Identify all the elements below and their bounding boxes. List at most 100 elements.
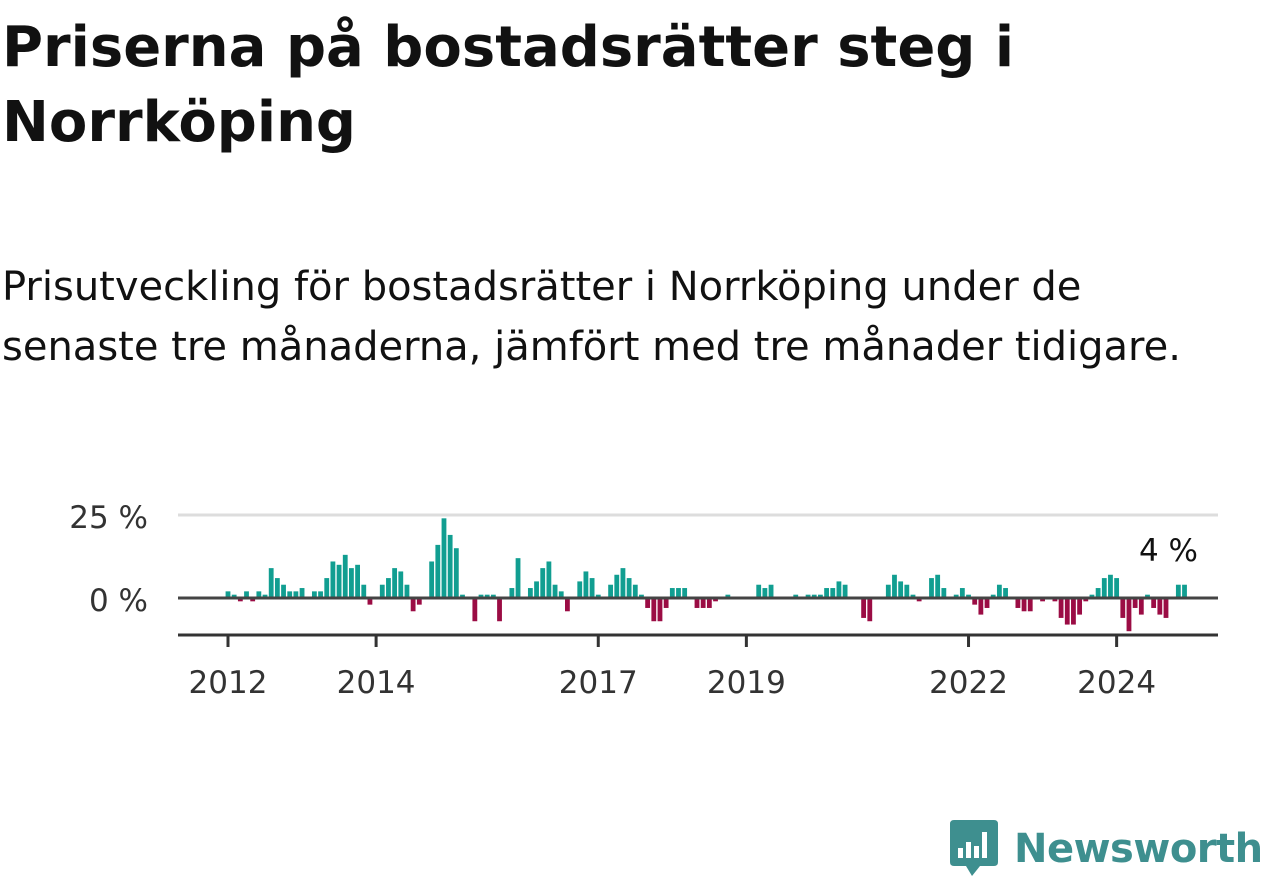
newsworthy-logo: Newsworthy [948,818,1262,880]
bar [311,591,317,598]
bar [367,598,373,605]
bar [299,588,305,598]
bar [1052,598,1058,602]
bar [885,584,891,598]
bar [725,594,731,598]
bar [1071,598,1076,625]
bar [1040,598,1045,602]
bar-chart: 25 % 0 % 2012 2014 2017 2019 2022 2024 4 % [69,500,1218,701]
bar [287,591,293,598]
bar [589,578,595,598]
bar [527,588,533,598]
bar [1108,574,1113,598]
bar [706,598,712,608]
bar [1095,588,1101,598]
bar [811,594,817,598]
x-tick-label: 2019 [707,665,786,701]
bar [398,571,404,598]
bar [1064,598,1070,625]
bar [959,588,965,598]
bar [935,574,941,598]
bar [824,588,829,598]
bar [694,598,700,608]
bar [904,584,910,598]
bar [805,594,811,598]
bar [657,598,663,622]
bar [453,548,459,598]
chart-title: Priserna på bostadsrätter steg i Norrköp… [2,15,1015,155]
bar [861,598,867,618]
bar [293,591,299,598]
bar [818,594,823,598]
bar [1058,598,1064,618]
bars-group [225,518,1187,632]
bar [984,598,990,608]
bar [460,594,465,598]
bar [626,578,632,598]
x-tick-label: 2014 [337,665,416,701]
logo-text: Newsworthy [1014,826,1262,872]
bar [540,568,546,598]
bar [663,598,669,608]
bar [435,544,441,598]
bar [669,588,675,598]
bar [595,594,601,598]
bar [1077,598,1083,615]
bar [244,591,249,598]
bar [713,598,718,602]
bar [392,568,398,598]
y-tick-label-25: 25 % [69,500,148,536]
bar [361,584,367,598]
bar [441,518,447,598]
bar [349,568,354,598]
bar [225,591,231,598]
bar [509,588,515,598]
bar [546,561,552,598]
bar [324,578,330,598]
bar [250,598,256,602]
bar [682,588,688,598]
bar [1138,598,1144,615]
bar [268,568,274,598]
bar [1114,578,1120,598]
bar [916,598,922,602]
bar [793,594,799,598]
bar [972,598,978,605]
bar [1027,598,1033,612]
bar [1083,598,1089,602]
bar [830,588,836,598]
bar [565,598,570,612]
bar [632,584,638,598]
bar [583,571,589,598]
bar [330,561,336,598]
bar [966,594,971,598]
bar [867,598,873,622]
bar [262,594,268,598]
bar [558,591,564,598]
bar [700,598,706,608]
bar [1015,598,1021,608]
bar [490,594,496,598]
x-tick-label: 2024 [1077,665,1156,701]
bar [1089,594,1095,598]
bar [552,584,558,598]
bar [472,598,478,622]
bar [620,568,626,598]
bar [256,591,262,598]
bar [836,581,842,598]
bar [336,564,342,598]
bar [410,598,416,612]
bar [231,594,237,598]
y-tick-label-0: 0 % [89,583,148,619]
bar [1132,598,1138,608]
bar [1151,598,1157,608]
bar [1175,584,1181,598]
bar [342,554,348,598]
bar [281,584,286,598]
bar [898,581,904,598]
bar [639,594,644,598]
chart-subtitle: Prisutveckling för bostadsrätter i Norrk… [2,264,1181,370]
x-tick-label: 2017 [559,665,638,701]
bar [1120,598,1126,618]
bar [447,534,453,598]
